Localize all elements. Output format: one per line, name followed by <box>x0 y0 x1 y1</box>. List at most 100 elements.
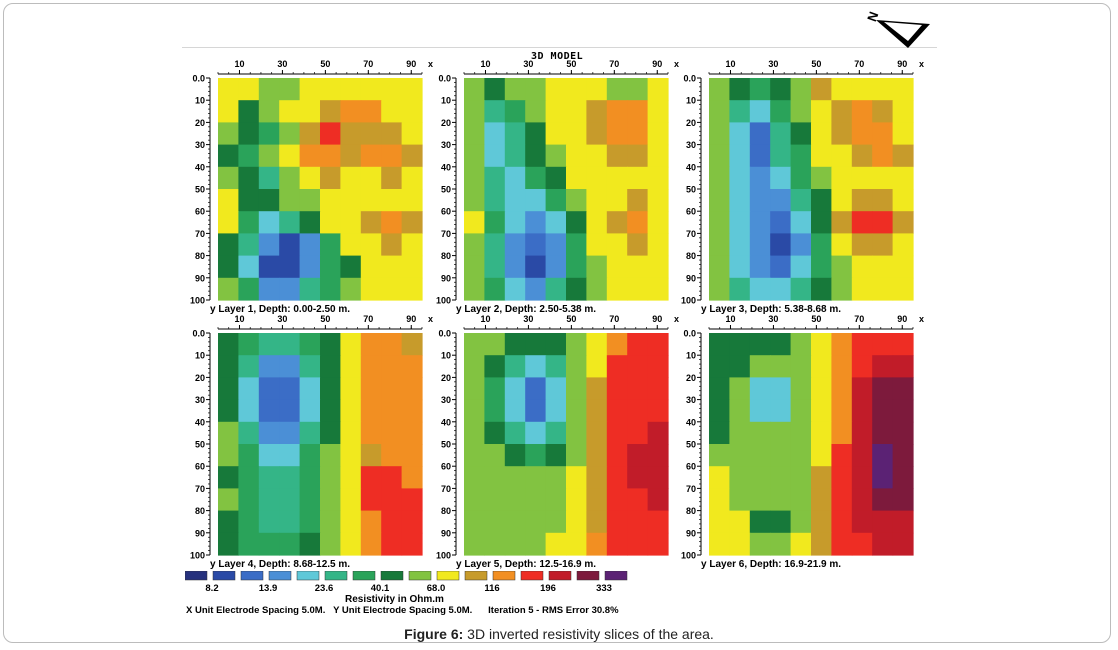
x-axis-label: x <box>919 59 924 69</box>
heat-cell <box>340 78 362 101</box>
heat-cell <box>258 355 280 378</box>
heat-cell <box>464 421 485 445</box>
y-tick-label: 0.0 <box>192 329 205 339</box>
heat-cell <box>525 399 547 423</box>
heat-cell <box>238 211 260 234</box>
heat-cell <box>811 333 832 356</box>
heat-cell <box>299 78 321 101</box>
heat-cell <box>360 277 382 301</box>
heat-cell <box>299 100 321 123</box>
heat-cell <box>811 532 832 556</box>
heat-cell <box>770 510 792 534</box>
heat-cell <box>566 100 587 123</box>
heat-cell <box>401 510 423 534</box>
caption-text: 3D inverted resistivity slices of the ar… <box>463 626 714 642</box>
heat-cell <box>647 78 669 101</box>
heat-cell <box>525 466 547 489</box>
y-tick-label: 60 <box>686 207 696 217</box>
heat-cell <box>790 399 812 423</box>
heat-cell <box>401 421 423 445</box>
heat-cell <box>218 377 239 401</box>
heat-cell <box>464 233 485 257</box>
x-tick-label: 50 <box>320 59 330 69</box>
heat-cell <box>320 144 341 168</box>
heat-cell <box>729 355 751 378</box>
y-tick-label: 50 <box>195 185 205 195</box>
heat-cell <box>464 510 485 534</box>
heat-cell <box>606 211 628 234</box>
layer-panel-3: 0.0 10 20 30 40 50 60 70 80 90 100 10 30 50 70 90 x y Lay… <box>681 59 924 315</box>
heat-cell <box>484 488 506 512</box>
heat-cell <box>464 355 485 378</box>
heat-cell <box>401 211 423 234</box>
heat-cell <box>218 189 239 212</box>
heat-cell <box>340 333 362 356</box>
heat-cell <box>340 277 362 301</box>
heat-cell <box>831 466 853 489</box>
heat-cell <box>790 211 812 234</box>
heat-cell <box>484 166 506 190</box>
heat-cell <box>749 78 771 101</box>
heat-cell <box>401 355 423 378</box>
figure-caption: Figure 6: 3D inverted resistivity slices… <box>0 626 1118 642</box>
heat-cell <box>566 488 587 512</box>
heat-cell <box>320 488 341 512</box>
heat-cell <box>647 466 669 489</box>
y-tick-label: 40 <box>195 417 205 427</box>
heat-cell <box>484 510 506 534</box>
heat-cell <box>464 78 485 101</box>
heat-cell <box>627 277 649 301</box>
heat-cell <box>360 78 382 101</box>
heat-cell <box>627 78 649 101</box>
heat-cell <box>729 421 751 445</box>
heat-cell <box>749 189 771 212</box>
heat-cell <box>892 233 914 257</box>
y-tick-label: 0.0 <box>683 74 696 84</box>
heat-cell <box>238 100 260 123</box>
x-tick-label: 10 <box>725 59 735 69</box>
heat-cell <box>320 510 341 534</box>
heat-cell <box>627 233 649 257</box>
colorbar-swatch <box>184 570 208 581</box>
y-tick-label: 70 <box>686 229 696 239</box>
heat-cell <box>872 421 894 445</box>
y-tick-label: 60 <box>195 207 205 217</box>
heat-cell <box>729 399 751 423</box>
heat-cell <box>892 211 914 234</box>
y-tick-label: 50 <box>686 185 696 195</box>
heat-cell <box>811 211 832 234</box>
heat-cell <box>218 333 239 356</box>
x-tick-label: 30 <box>277 314 287 324</box>
heat-cell <box>811 78 832 101</box>
heat-cell <box>851 100 873 123</box>
heat-cell <box>709 399 730 423</box>
heat-cell <box>851 510 873 534</box>
heat-cell <box>872 444 894 467</box>
y-tick-label: 0.0 <box>192 74 205 84</box>
heat-cell <box>872 100 894 123</box>
heat-cell <box>238 233 260 257</box>
heat-cell <box>749 355 771 378</box>
heat-cell <box>749 122 771 146</box>
heat-cell <box>381 532 403 556</box>
heat-cell <box>790 255 812 279</box>
colorbar-swatch <box>352 570 376 581</box>
heat-cell <box>770 122 792 146</box>
heat-cell <box>790 355 812 378</box>
heat-cell <box>790 122 812 146</box>
heat-cell <box>360 233 382 257</box>
heat-cell <box>464 122 485 146</box>
heat-cell <box>279 122 301 146</box>
heat-cell <box>851 355 873 378</box>
heat-cell <box>525 510 547 534</box>
heat-cell <box>238 355 260 378</box>
heat-cell <box>586 122 608 146</box>
x-tick-label: 90 <box>897 314 907 324</box>
heat-cell <box>504 421 526 445</box>
heat-cell <box>340 144 362 168</box>
heat-cell <box>299 255 321 279</box>
heat-cell <box>851 444 873 467</box>
heat-cell <box>627 255 649 279</box>
heat-cell <box>258 166 280 190</box>
heat-cell <box>340 166 362 190</box>
